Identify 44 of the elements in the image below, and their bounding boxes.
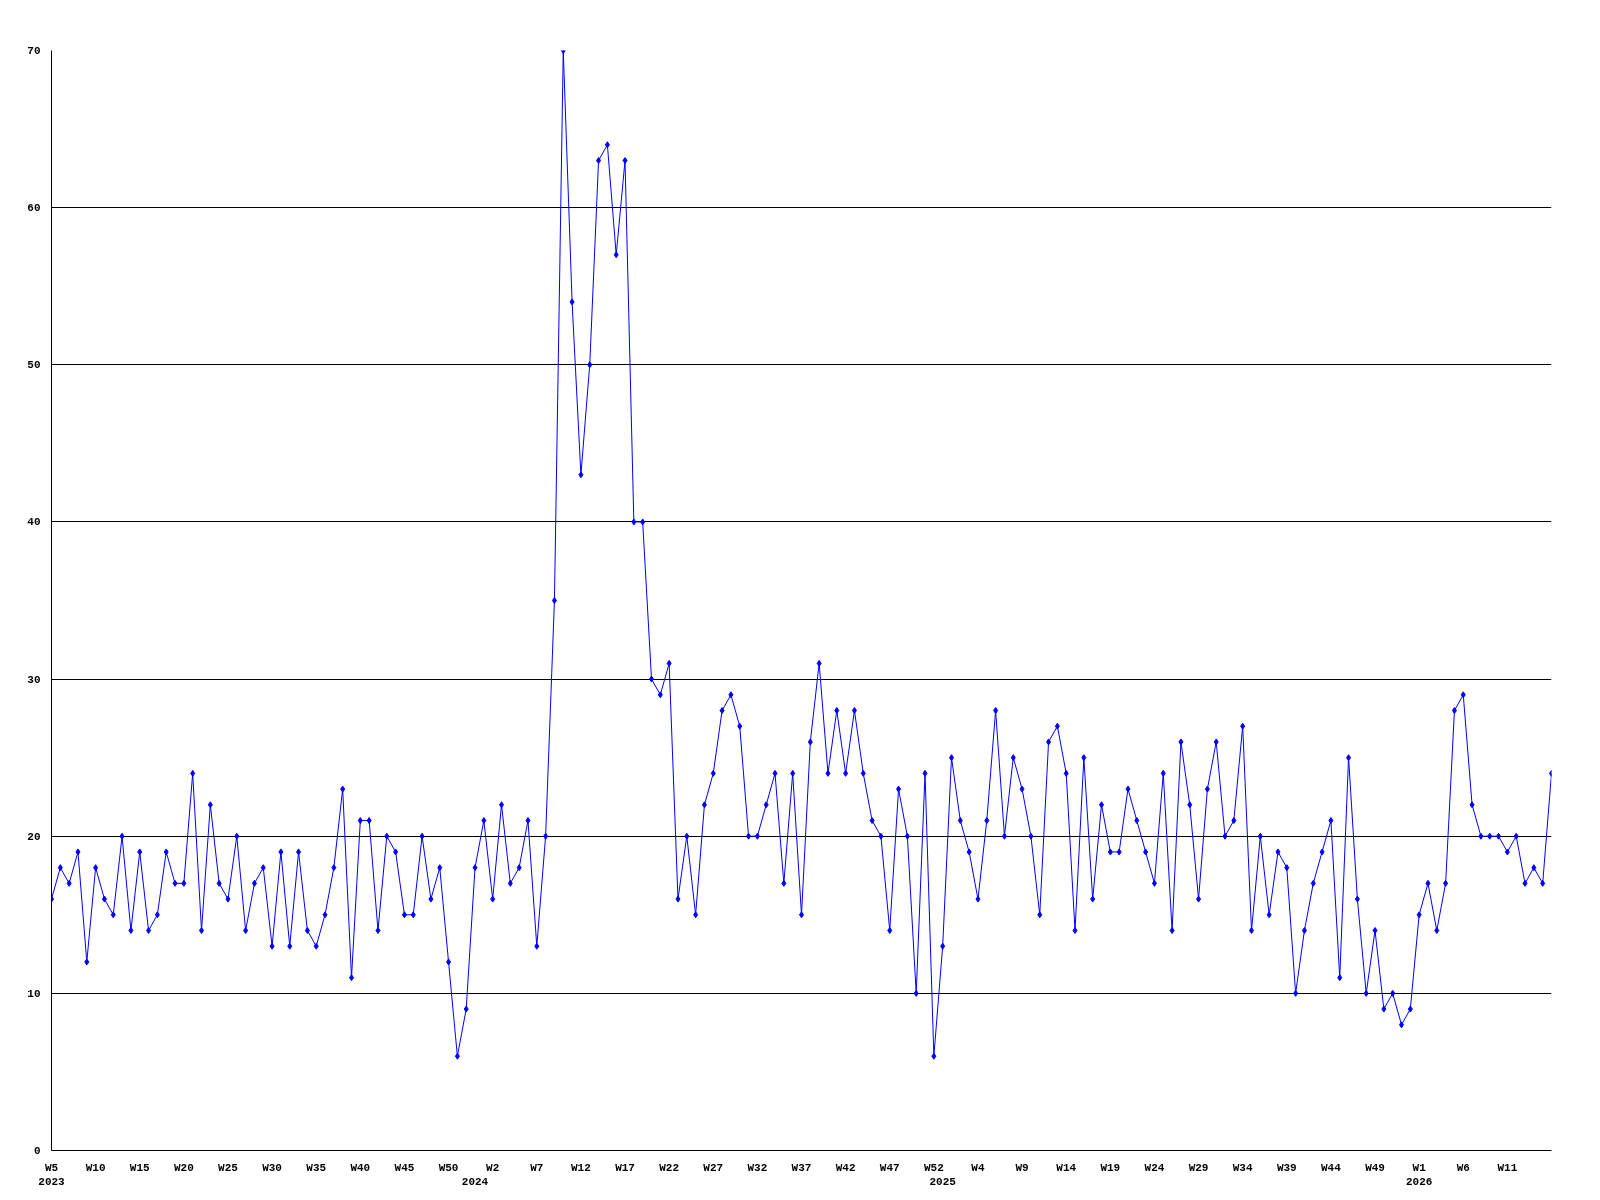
x-tick-label: W32	[747, 1161, 768, 1174]
x-tick-label: W15	[129, 1161, 151, 1174]
x-tick-label: W20	[173, 1161, 194, 1174]
x-tick-label: W2	[486, 1161, 500, 1174]
x-tick-label: 2024	[461, 1175, 489, 1188]
x-tick-label: W45	[394, 1161, 415, 1174]
x-tick-label: W1 2026	[1405, 1161, 1433, 1188]
x-tick-label: W29	[1188, 1161, 1209, 1174]
y-tick-label: 10	[27, 987, 41, 1000]
y-tick-label: 30	[27, 673, 41, 686]
x-tick-label: W10	[85, 1161, 106, 1174]
x-tick-label: W34	[1232, 1161, 1253, 1174]
y-tick-label: 70	[27, 45, 41, 57]
y-tick-label: 20	[27, 830, 41, 843]
x-tick-label: W17	[615, 1161, 635, 1174]
x-tick-label: W19	[1100, 1161, 1121, 1174]
x-tick-label: W14	[1056, 1161, 1077, 1174]
x-tick-label: W37	[791, 1161, 812, 1174]
x-tick-label: W40	[350, 1161, 371, 1174]
x-tick-label: W24	[1144, 1161, 1165, 1174]
x-tick-label: W5 2023	[38, 1161, 66, 1188]
x-tick-label: 2025	[929, 1175, 957, 1188]
x-tick-label: W9	[1015, 1161, 1029, 1174]
x-tick-label: W11	[1497, 1161, 1518, 1174]
x-tick-label: W12	[571, 1161, 591, 1174]
x-tick-label: W52	[923, 1161, 944, 1174]
x-tick-label: W47	[879, 1161, 900, 1174]
x-tick-label: W6	[1456, 1161, 1470, 1174]
x-tick-label: W22	[659, 1161, 680, 1174]
y-tick-label: 60	[27, 202, 41, 215]
x-tick-label: W30	[262, 1161, 282, 1174]
x-tick-label: W4	[971, 1161, 985, 1174]
x-tick-label: W27	[703, 1161, 724, 1174]
y-tick-label: 40	[27, 516, 41, 529]
x-tick-label: W49	[1365, 1161, 1385, 1174]
x-tick-label: W25	[218, 1161, 239, 1174]
x-tick-label: W42	[835, 1161, 856, 1174]
x-tick-label: W7	[530, 1161, 544, 1174]
x-tick-label: W44	[1321, 1161, 1342, 1174]
y-tick-label: 0	[33, 1145, 41, 1157]
x-tick-label: W35	[306, 1161, 327, 1174]
x-tick-label: W50	[438, 1161, 459, 1174]
y-tick-label: 50	[27, 359, 41, 372]
x-tick-label: W39	[1276, 1161, 1297, 1174]
